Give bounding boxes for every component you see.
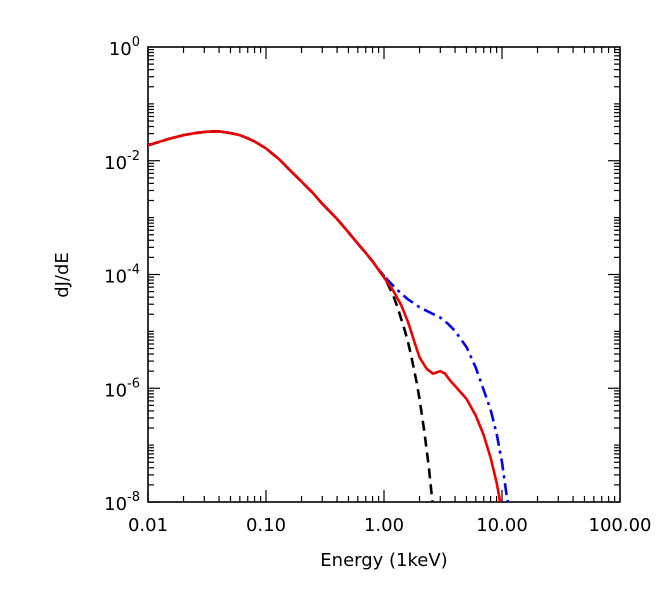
y-tick-label: 10-2 xyxy=(104,149,140,174)
x-tick-label: 0.10 xyxy=(246,515,286,536)
series-line-2 xyxy=(148,130,434,502)
y-tick-label: 10-8 xyxy=(104,490,140,515)
axis-ticks xyxy=(147,47,620,503)
series-line-1 xyxy=(148,130,510,502)
x-tick-label: 10.00 xyxy=(476,515,528,536)
y-axis-label: dJ/dE xyxy=(52,252,73,298)
y-tick-label: 100 xyxy=(109,35,140,60)
series-line-3 xyxy=(148,130,502,502)
y-tick-label: 10-4 xyxy=(104,263,140,288)
x-tick-labels: 0.01 0.10 1.00 10.00 100.00 xyxy=(128,515,652,536)
x-tick-label: 1.00 xyxy=(364,515,404,536)
x-tick-label: 100.00 xyxy=(589,515,652,536)
series-group xyxy=(148,130,510,502)
y-tick-label: 10-6 xyxy=(104,376,140,401)
x-tick-label: 0.01 xyxy=(128,515,168,536)
y-tick-labels: 100 10-2 10-4 10-6 10-8 xyxy=(104,35,140,515)
x-axis-label: Energy (1keV) xyxy=(320,550,447,571)
